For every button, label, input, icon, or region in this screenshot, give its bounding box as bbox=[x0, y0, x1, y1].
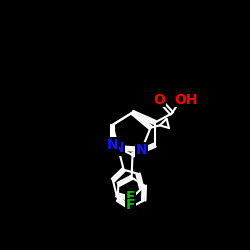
Text: O: O bbox=[154, 93, 165, 107]
Text: N: N bbox=[112, 141, 124, 155]
Text: N: N bbox=[107, 138, 118, 152]
Text: N: N bbox=[136, 142, 147, 156]
Text: F: F bbox=[126, 190, 135, 204]
Text: F: F bbox=[126, 198, 135, 212]
Text: OH: OH bbox=[174, 93, 197, 107]
